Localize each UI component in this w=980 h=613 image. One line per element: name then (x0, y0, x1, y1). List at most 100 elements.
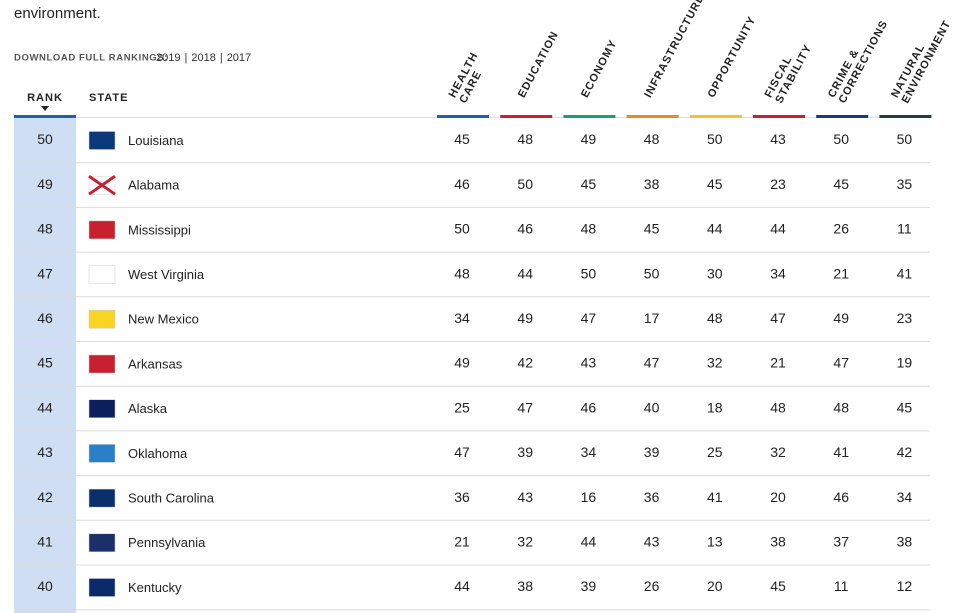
score-cell: 26 (833, 221, 849, 237)
year-link[interactable]: 2018 (191, 52, 215, 64)
score-cell: 43 (581, 355, 597, 371)
score-cell: 48 (833, 399, 849, 415)
column-header-text[interactable]: OPPORTUNITY (705, 14, 758, 99)
score-cell: 23 (897, 310, 913, 326)
score-cell: 38 (897, 534, 913, 550)
score-cell: 45 (454, 131, 470, 147)
column-header: EDUCATION (516, 29, 561, 100)
score-cell: 21 (833, 265, 849, 281)
state-name[interactable]: Pennsylvania (128, 535, 206, 550)
score-cell: 45 (707, 176, 723, 192)
state-name[interactable]: New Mexico (128, 312, 199, 327)
score-cell: 25 (454, 399, 470, 415)
score-cell: 42 (517, 355, 533, 371)
state-flag (88, 399, 116, 418)
score-cell: 48 (644, 131, 660, 147)
score-cell: 30 (707, 265, 723, 281)
score-cell: 23 (770, 176, 786, 192)
score-cell: 34 (770, 265, 786, 281)
score-cell: 44 (454, 578, 470, 594)
state-flag (88, 131, 116, 150)
score-cell: 50 (897, 131, 913, 147)
state-flag (88, 578, 116, 597)
state-name[interactable]: Arkansas (128, 356, 183, 371)
score-cell: 34 (897, 489, 913, 505)
intro-text: environment. (14, 5, 101, 22)
link-separator: | (184, 52, 187, 64)
state-name[interactable]: Alabama (128, 178, 180, 193)
column-underline (500, 115, 553, 118)
column-header-text[interactable]: ECONOMY (579, 38, 620, 100)
score-cell: 34 (454, 310, 470, 326)
score-cell: 41 (707, 489, 723, 505)
rank-cell: 41 (37, 534, 53, 550)
score-cell: 43 (517, 489, 533, 505)
column-header: ECONOMY (579, 38, 620, 100)
state-name[interactable]: Mississippi (128, 222, 191, 237)
score-cell: 47 (770, 310, 786, 326)
rank-cell: 48 (37, 221, 53, 237)
state-name[interactable]: Alaska (128, 401, 168, 416)
rank-cell: 50 (37, 131, 53, 147)
score-cell: 25 (707, 444, 723, 460)
column-header-text[interactable]: FISCALSTABILITY (763, 37, 815, 106)
column-header-text[interactable]: HEALTHCARE (447, 50, 492, 105)
score-cell: 18 (707, 399, 723, 415)
year-link[interactable]: 2019 (156, 52, 180, 64)
score-cell: 47 (581, 310, 597, 326)
rank-cell: 47 (37, 265, 53, 281)
score-cell: 39 (644, 444, 660, 460)
score-cell: 49 (454, 355, 470, 371)
column-underline (563, 115, 616, 118)
score-cell: 50 (517, 176, 533, 192)
column-header-text[interactable]: EDUCATION (516, 29, 561, 100)
rank-cell: 40 (37, 578, 53, 594)
score-cell: 38 (517, 578, 533, 594)
sort-arrow (41, 106, 49, 111)
score-cell: 11 (897, 221, 912, 237)
state-flag (88, 354, 116, 374)
score-cell: 49 (581, 131, 597, 147)
column-header-text[interactable]: INFRASTRUCTURE (642, 0, 707, 100)
score-cell: 45 (581, 176, 597, 192)
download-label: DOWNLOAD FULL RANKINGS: (14, 53, 168, 64)
state-name[interactable]: Oklahoma (128, 446, 188, 461)
column-header: NATURALENVIRONMENT (889, 13, 954, 106)
link-separator: | (220, 52, 223, 64)
state-flag (88, 533, 116, 553)
score-cell: 36 (454, 489, 470, 505)
state-header[interactable]: STATE (89, 92, 128, 104)
score-cell: 39 (581, 578, 597, 594)
state-name[interactable]: Louisiana (128, 133, 184, 148)
score-cell: 41 (897, 265, 913, 281)
state-flag (88, 220, 116, 240)
score-cell: 44 (581, 534, 597, 550)
score-cell: 26 (644, 578, 660, 594)
state-flag (88, 444, 116, 463)
column-header-text[interactable]: NATURALENVIRONMENT (889, 13, 954, 106)
score-cell: 20 (770, 489, 786, 505)
column-header-line: EDUCATION (516, 29, 561, 100)
score-cell: 50 (644, 265, 660, 281)
score-cell: 11 (834, 578, 849, 594)
column-header-text[interactable]: CRIME &CORRECTIONS (826, 13, 891, 106)
score-cell: 17 (644, 310, 660, 326)
score-cell: 41 (833, 444, 849, 460)
rank-header[interactable]: RANK (27, 92, 63, 104)
score-cell: 32 (770, 444, 786, 460)
state-name[interactable]: Kentucky (128, 580, 182, 595)
rank-cell: 42 (37, 489, 53, 505)
year-link[interactable]: 2017 (227, 52, 251, 64)
rank-cell: 43 (37, 444, 53, 460)
state-name[interactable]: West Virginia (128, 267, 205, 282)
score-cell: 48 (581, 221, 597, 237)
state-name[interactable]: South Carolina (128, 491, 215, 506)
score-cell: 48 (454, 265, 470, 281)
score-cell: 49 (833, 310, 849, 326)
column-underline (626, 115, 679, 118)
score-cell: 44 (707, 221, 723, 237)
score-cell: 48 (707, 310, 723, 326)
state-flag (88, 265, 116, 284)
score-cell: 48 (517, 131, 533, 147)
